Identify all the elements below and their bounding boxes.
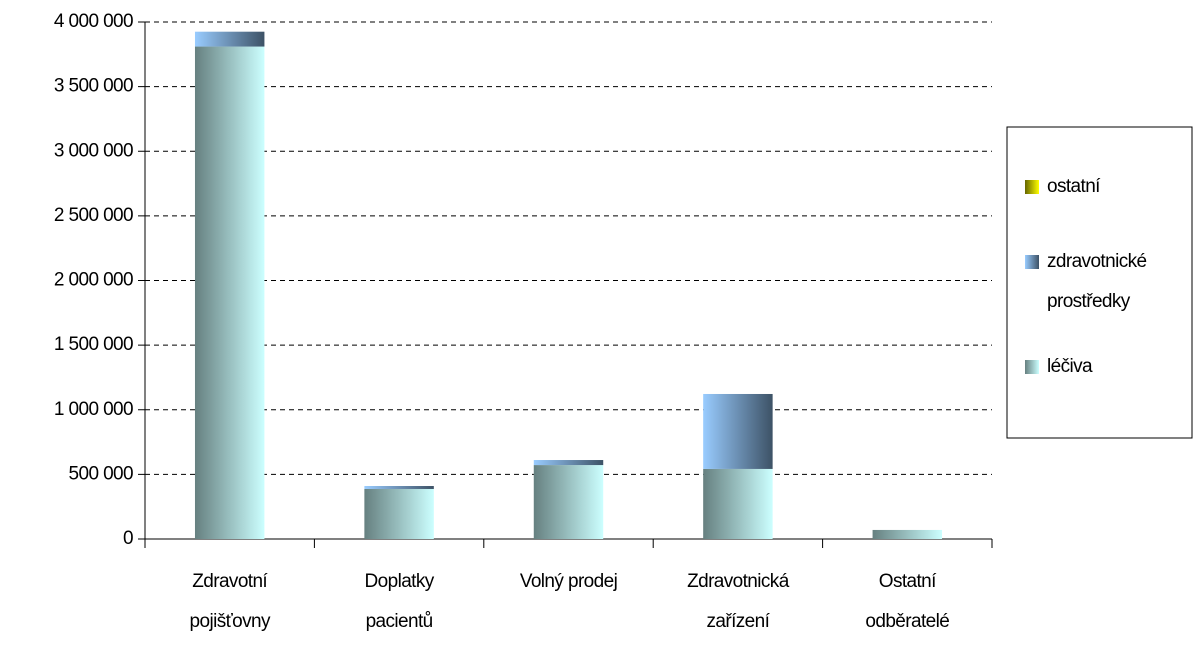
bar-segment xyxy=(533,460,604,466)
x-tick-label: Ostatní odběratelé xyxy=(865,571,950,632)
y-tick-label: 500 000 xyxy=(69,463,134,484)
y-tick-label: 2 000 000 xyxy=(54,270,133,291)
legend-swatch xyxy=(1025,255,1039,269)
legend-swatch xyxy=(1025,180,1039,194)
y-tick-label: 3 500 000 xyxy=(54,76,133,97)
bar-segment xyxy=(194,46,265,540)
bar-segment xyxy=(194,31,265,47)
legend-label: léčiva xyxy=(1047,356,1093,377)
bar-segment xyxy=(364,488,434,539)
legend-swatch xyxy=(1025,360,1039,374)
y-tick-label: 0 xyxy=(123,528,133,549)
x-tick-label: Zdravotní pojišťovny xyxy=(189,571,271,632)
x-tick-label: Doplatky pacientů xyxy=(364,571,435,632)
bar-segment xyxy=(872,529,943,539)
legend-label: zdravotnické prostředky xyxy=(1047,251,1147,312)
bar-segment xyxy=(703,468,773,539)
y-tick-label: 3 000 000 xyxy=(54,140,133,161)
x-tick-label: Volný prodej xyxy=(519,571,618,592)
legend-box xyxy=(1006,126,1193,439)
legend-label: ostatní xyxy=(1047,176,1100,197)
bar-segment xyxy=(533,465,604,539)
y-tick-label: 1 500 000 xyxy=(54,334,133,355)
y-tick-label: 4 000 000 xyxy=(54,11,133,32)
bar-segment xyxy=(364,486,434,489)
x-tick-label: Zdravotnická zařízení xyxy=(687,571,789,632)
y-tick-label: 1 000 000 xyxy=(54,399,133,420)
y-tick-label: 2 500 000 xyxy=(54,205,133,226)
bar-segment xyxy=(703,393,773,469)
